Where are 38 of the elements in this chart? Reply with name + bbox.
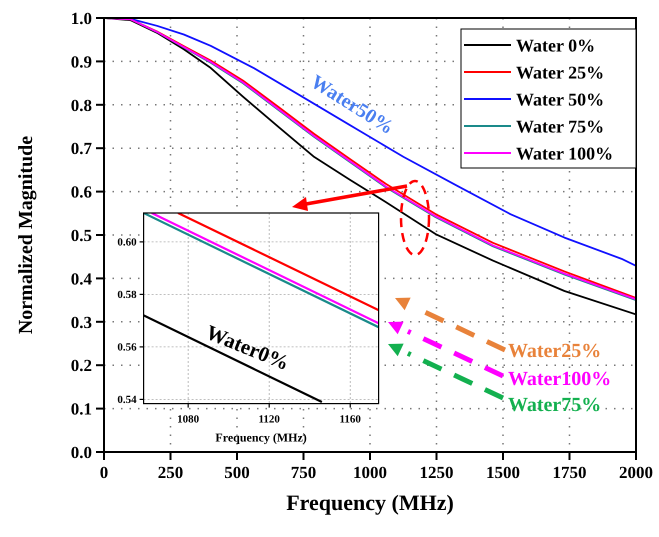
x-tick-label: 1160: [340, 414, 362, 426]
x-tick-label: 500: [224, 463, 250, 482]
x-tick-label: 2000: [619, 463, 653, 482]
y-tick-label: 0.58: [117, 289, 138, 302]
y-tick-label: 0.4: [70, 269, 92, 288]
x-tick-label: 1750: [552, 463, 586, 482]
y-tick-label: 0.8: [70, 96, 92, 115]
legend-label: Water 100%: [516, 143, 614, 164]
legend-label: Water 0%: [516, 35, 596, 56]
y-tick-label: 0.6: [70, 182, 92, 202]
y-tick-label: 0.1: [70, 400, 92, 419]
y-tick-label: 0.9: [70, 52, 92, 72]
legend-label: Water 50%: [516, 89, 604, 110]
x-tick-label: 0: [100, 463, 108, 482]
y-tick-label: 0.3: [70, 312, 92, 332]
y-tick-label: 0.7: [70, 139, 92, 158]
x-tick-label: 1120: [258, 414, 280, 426]
annotation: Water25%: [508, 340, 602, 362]
y-axis-title: Normalized Magnitude: [15, 136, 37, 334]
y-tick-label: 0.0: [70, 442, 92, 462]
y-tick-label: 1.0: [70, 8, 92, 28]
x-axis-title: Frequency (MHz): [286, 490, 454, 515]
x-tick-label: 1250: [420, 463, 454, 482]
legend-label: Water 75%: [516, 116, 604, 136]
annotation: Water75%: [508, 394, 602, 416]
x-axis-title: Frequency (MHz): [215, 430, 307, 445]
annotation: Water100%: [508, 368, 612, 390]
y-tick-label: 0.60: [117, 236, 138, 249]
y-tick-label: 0.5: [70, 226, 92, 245]
x-tick-label: 1000: [353, 463, 387, 482]
legend-label: Water 25%: [516, 62, 604, 82]
x-tick-label: 1080: [177, 414, 200, 426]
x-tick-label: 250: [158, 463, 184, 482]
y-tick-label: 0.54: [117, 394, 138, 406]
y-tick-label: 0.2: [70, 356, 92, 376]
y-tick-label: 0.56: [117, 342, 138, 354]
x-tick-label: 1500: [486, 463, 520, 482]
x-tick-label: 750: [290, 463, 316, 482]
